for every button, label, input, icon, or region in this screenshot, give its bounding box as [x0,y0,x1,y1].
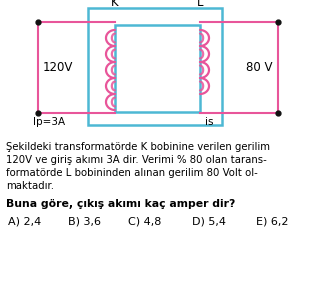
Bar [88,8,222,125]
Text: formatörde L bobininden alınan gerilim 80 Volt ol-: formatörde L bobininden alınan gerilim 8… [6,168,258,178]
Text: D) 5,4: D) 5,4 [192,217,226,227]
Text: B) 3,6: B) 3,6 [68,217,101,227]
Text: 120V: 120V [43,61,73,74]
Text: L: L [197,0,203,9]
Text: K: K [111,0,119,9]
Text: A) 2,4: A) 2,4 [8,217,41,227]
Text: maktadır.: maktadır. [6,181,54,191]
Text: Şekildeki transformatörde K bobinine verilen gerilim: Şekildeki transformatörde K bobinine ver… [6,142,270,152]
Text: C) 4,8: C) 4,8 [128,217,161,227]
Text: Ip=3A: Ip=3A [33,117,65,127]
Text: is: is [205,117,214,127]
Text: 80 V: 80 V [247,61,273,74]
Bar [115,25,200,112]
Text: Buna göre, çıkış akımı kaç amper dir?: Buna göre, çıkış akımı kaç amper dir? [6,199,235,209]
Text: E) 6,2: E) 6,2 [256,217,289,227]
Text: 120V ve giriş akımı 3A dir. Verimi % 80 olan tarans-: 120V ve giriş akımı 3A dir. Verimi % 80 … [6,155,267,165]
